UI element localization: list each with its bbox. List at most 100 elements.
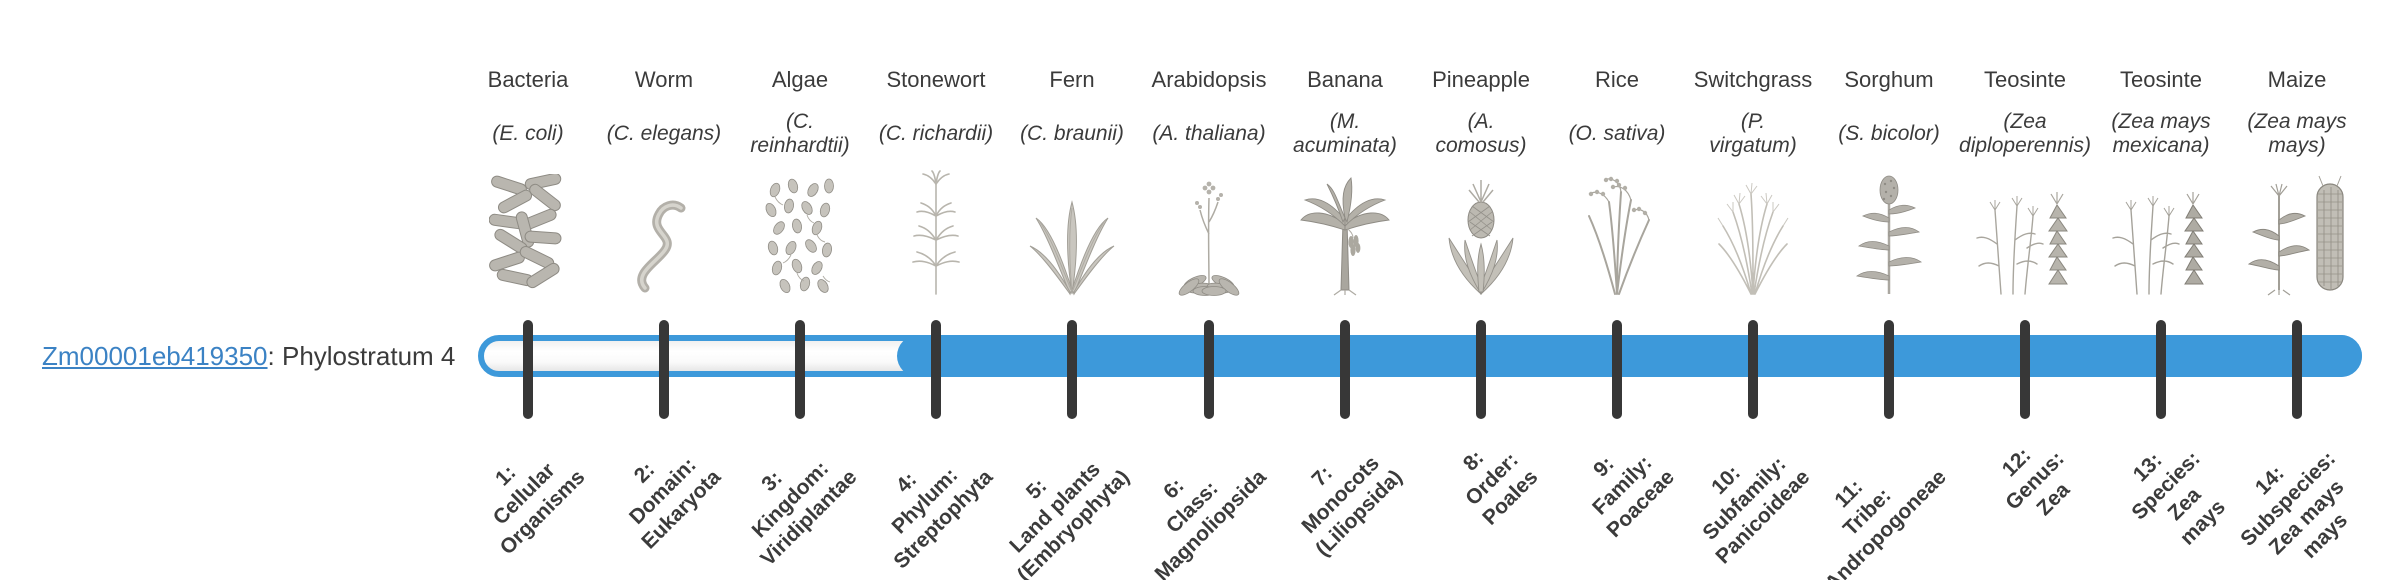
tick-stratum-7 xyxy=(1340,320,1350,419)
organism-species: (A. comosus) xyxy=(1435,110,1527,157)
organism-column-stonewort: Stonewort (C. richardii) xyxy=(861,66,1011,296)
organism-name: Bacteria xyxy=(487,67,569,92)
organism-column-teosinte-mexicana: Teosinte (Zea mays mexicana) xyxy=(2086,66,2236,296)
tick-stratum-8 xyxy=(1476,320,1486,419)
switchgrass-image xyxy=(1678,166,1828,296)
organism-column-pineapple: Pineapple (A. comosus) xyxy=(1406,66,1556,296)
organism-name: Switchgrass xyxy=(1693,67,1813,92)
stratum-label-text: 3: Kingdom: Viridiplantae xyxy=(748,456,862,571)
tick-stratum-2 xyxy=(659,320,669,419)
tick-stratum-10 xyxy=(1748,320,1758,419)
organism-name: Arabidopsis xyxy=(1151,67,1267,92)
algae-image-svg xyxy=(765,178,834,294)
maize-image xyxy=(2222,166,2372,296)
organism-species: (E. coli) xyxy=(492,122,564,145)
tick-stratum-5 xyxy=(1067,320,1077,419)
teosinte-diploperennis-image xyxy=(1950,166,2100,296)
organism-name: Teosinte xyxy=(2120,67,2202,92)
organism-name: Fern xyxy=(1049,67,1095,92)
banana-image-svg xyxy=(1300,177,1390,296)
bacteria-image-svg xyxy=(489,174,562,289)
organism-name: Teosinte xyxy=(1984,67,2066,92)
stratum-label-text: 9: Family: Poaceae xyxy=(1587,451,1679,543)
organism-name: Algae xyxy=(771,67,829,92)
arabidopsis-image xyxy=(1134,166,1284,296)
sorghum-image xyxy=(1814,166,1964,296)
organism-species: (P. virgatum) xyxy=(1709,110,1797,157)
teosinte-mexicana-image-svg xyxy=(2112,192,2204,295)
organism-name: Banana xyxy=(1307,67,1383,92)
organism-species: (O. sativa) xyxy=(1568,122,1666,145)
pineapple-image-svg xyxy=(1448,180,1514,296)
gene-phylostratum-text: : Phylostratum 4 xyxy=(267,340,456,371)
organism-column-teosinte-diploperennis: Teosinte (Zea diploperennis) xyxy=(1950,66,2100,296)
organism-column-rice: Rice (O. sativa) xyxy=(1542,66,1692,296)
organism-column-banana: Banana (M. acuminata) xyxy=(1270,66,1420,296)
organism-species: (Zea diploperennis) xyxy=(1959,110,2091,157)
organism-species: (C. braunii) xyxy=(1020,122,1124,145)
gene-label: Zm00001eb419350: Phylostratum 4 xyxy=(42,335,455,377)
organism-column-sorghum: Sorghum (S. bicolor) xyxy=(1814,66,1964,296)
organism-species: (C. reinhardtii) xyxy=(750,110,850,157)
tick-stratum-9 xyxy=(1612,320,1622,419)
organism-column-fern: Fern (C. braunii) xyxy=(997,66,1147,296)
rice-image-svg xyxy=(1588,176,1650,295)
fern-image xyxy=(997,166,1147,296)
organism-column-maize: Maize (Zea mays mays) xyxy=(2222,66,2372,296)
stratum-label-text: 7: Monocots (Liliopsida) xyxy=(1297,451,1407,561)
organism-name: Sorghum xyxy=(1844,67,1934,92)
worm-image xyxy=(589,166,739,296)
tick-stratum-13 xyxy=(2156,320,2166,419)
stratum-label-text: 11: Tribe: Andropogoneae xyxy=(1820,465,1951,580)
organism-name: Pineapple xyxy=(1432,67,1530,92)
tick-stratum-3 xyxy=(795,320,805,419)
organism-column-switchgrass: Switchgrass (P. virgatum) xyxy=(1678,66,1828,296)
arabidopsis-image-svg xyxy=(1178,181,1240,296)
switchgrass-image-svg xyxy=(1717,182,1789,295)
sorghum-image-svg xyxy=(1856,175,1922,294)
tick-stratum-11 xyxy=(1884,320,1894,419)
stratum-label-text: 8: Order: Poales xyxy=(1459,446,1543,530)
organism-name: Rice xyxy=(1594,67,1639,92)
tick-stratum-6 xyxy=(1204,320,1214,419)
gene-id-link[interactable]: Zm00001eb419350 xyxy=(42,340,268,371)
organism-species: (Zea mays mays) xyxy=(2247,110,2347,157)
organism-name: Maize xyxy=(2267,67,2327,92)
organism-column-arabidopsis: Arabidopsis (A. thaliana) xyxy=(1134,66,1284,296)
pineapple-image xyxy=(1406,166,1556,296)
organism-name: Stonewort xyxy=(886,67,986,92)
stonewort-image xyxy=(861,166,1011,296)
organism-column-bacteria: Bacteria (E. coli) xyxy=(453,66,603,296)
organism-species: (C. elegans) xyxy=(606,122,722,145)
stratum-label-text: 14: Subspecies: Zea mays mays xyxy=(2236,447,2353,563)
organism-species: (S. bicolor) xyxy=(1838,122,1940,145)
teosinte-mexicana-image xyxy=(2086,166,2236,296)
fern-image-svg xyxy=(1029,200,1115,296)
algae-image xyxy=(725,166,875,296)
organism-species: (Zea mays mexicana) xyxy=(2111,110,2211,157)
organism-species: (C. richardii) xyxy=(878,122,994,145)
stratum-label-text: 6: Class: Magnoliopsida xyxy=(1150,465,1271,580)
tick-stratum-4 xyxy=(931,320,941,419)
tick-stratum-14 xyxy=(2292,320,2302,419)
tick-stratum-1 xyxy=(523,320,533,419)
organism-column-algae: Algae (C. reinhardtii) xyxy=(725,66,875,296)
stonewort-image-svg xyxy=(912,170,960,295)
teosinte-diploperennis-image-svg xyxy=(1976,192,2068,295)
worm-image-svg xyxy=(637,200,686,293)
organism-name: Worm xyxy=(634,67,694,92)
organism-species: (A. thaliana) xyxy=(1152,122,1266,145)
organism-species: (M. acuminata) xyxy=(1293,110,1397,157)
bacteria-image xyxy=(453,166,603,296)
stratum-label-text: 4: Phylum: Streptophyta xyxy=(888,463,998,574)
organism-column-worm: Worm (C. elegans) xyxy=(589,66,739,296)
stratum-label-text: 2: Domain: Eukaryota xyxy=(625,453,726,554)
maize-image-svg xyxy=(2247,175,2344,296)
rice-image xyxy=(1542,166,1692,296)
stratum-label-text: 5: Land plants (Embryophyta) xyxy=(1005,457,1134,580)
stratum-label-text: 12: Genus: Zea xyxy=(1997,443,2074,521)
stratum-label-text: 1: Cellular Organisms xyxy=(489,458,590,560)
timeline-fill xyxy=(897,335,2362,377)
stratum-label-text: 13: Species: Zea mays xyxy=(2127,447,2230,550)
